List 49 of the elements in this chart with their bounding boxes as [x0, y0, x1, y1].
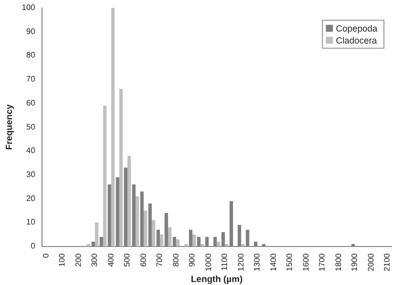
legend-label: Copepoda [336, 23, 378, 34]
x-tick-label: 1900 [350, 252, 360, 272]
x-tick-label: 2000 [366, 252, 376, 272]
y-tick-label: 10 [26, 218, 36, 227]
y-tick-label: 80 [26, 50, 36, 60]
x-tick-label: 1300 [252, 252, 262, 272]
bar [176, 239, 180, 246]
bar [119, 88, 123, 246]
bar [103, 106, 107, 246]
x-tick-label: 400 [106, 252, 116, 267]
bar [136, 196, 140, 246]
bar [127, 156, 131, 246]
y-tick-label: 30 [26, 170, 36, 180]
x-tick-label: 500 [122, 252, 132, 267]
bar [168, 227, 172, 246]
y-axis-title: Frequency [4, 104, 14, 150]
x-tick-label: 200 [74, 252, 83, 267]
bar [144, 210, 148, 246]
x-tick-label: 1100 [220, 252, 230, 271]
x-tick-label: 700 [155, 252, 164, 267]
x-tick-label: 1700 [318, 252, 327, 272]
y-tick-label: 90 [26, 26, 36, 36]
x-tick-label: 1000 [204, 252, 213, 272]
x-tick-label: 900 [188, 252, 197, 267]
y-tick-label: 20 [26, 194, 36, 203]
y-tick-label: 60 [26, 98, 36, 108]
x-tick-label: 1500 [285, 252, 294, 272]
bar [152, 220, 156, 246]
legend-label: Cladocera [336, 35, 377, 46]
bar [94, 222, 98, 246]
x-tick-label: 600 [138, 252, 148, 267]
x-tick-label: 300 [90, 252, 100, 267]
y-tick-label: 100 [22, 3, 36, 12]
x-tick-label: 1600 [301, 252, 310, 272]
x-tick-label: 1200 [236, 252, 246, 272]
y-tick-label: 70 [26, 74, 36, 84]
x-tick-label: 1800 [334, 252, 343, 272]
x-tick-label: 1400 [268, 252, 278, 272]
bar [111, 8, 115, 246]
y-tick-label: 0 [30, 242, 36, 251]
x-tick-label: 0 [41, 252, 50, 258]
x-axis-title: Length (µm) [190, 274, 243, 284]
y-tick-label: 40 [26, 146, 36, 156]
y-tick-label: 50 [26, 122, 36, 132]
x-tick-label: 800 [171, 252, 180, 267]
x-tick-label: 2100 [382, 252, 392, 272]
bar [160, 234, 164, 246]
bar [192, 234, 196, 246]
x-tick-label: 100 [58, 252, 67, 267]
